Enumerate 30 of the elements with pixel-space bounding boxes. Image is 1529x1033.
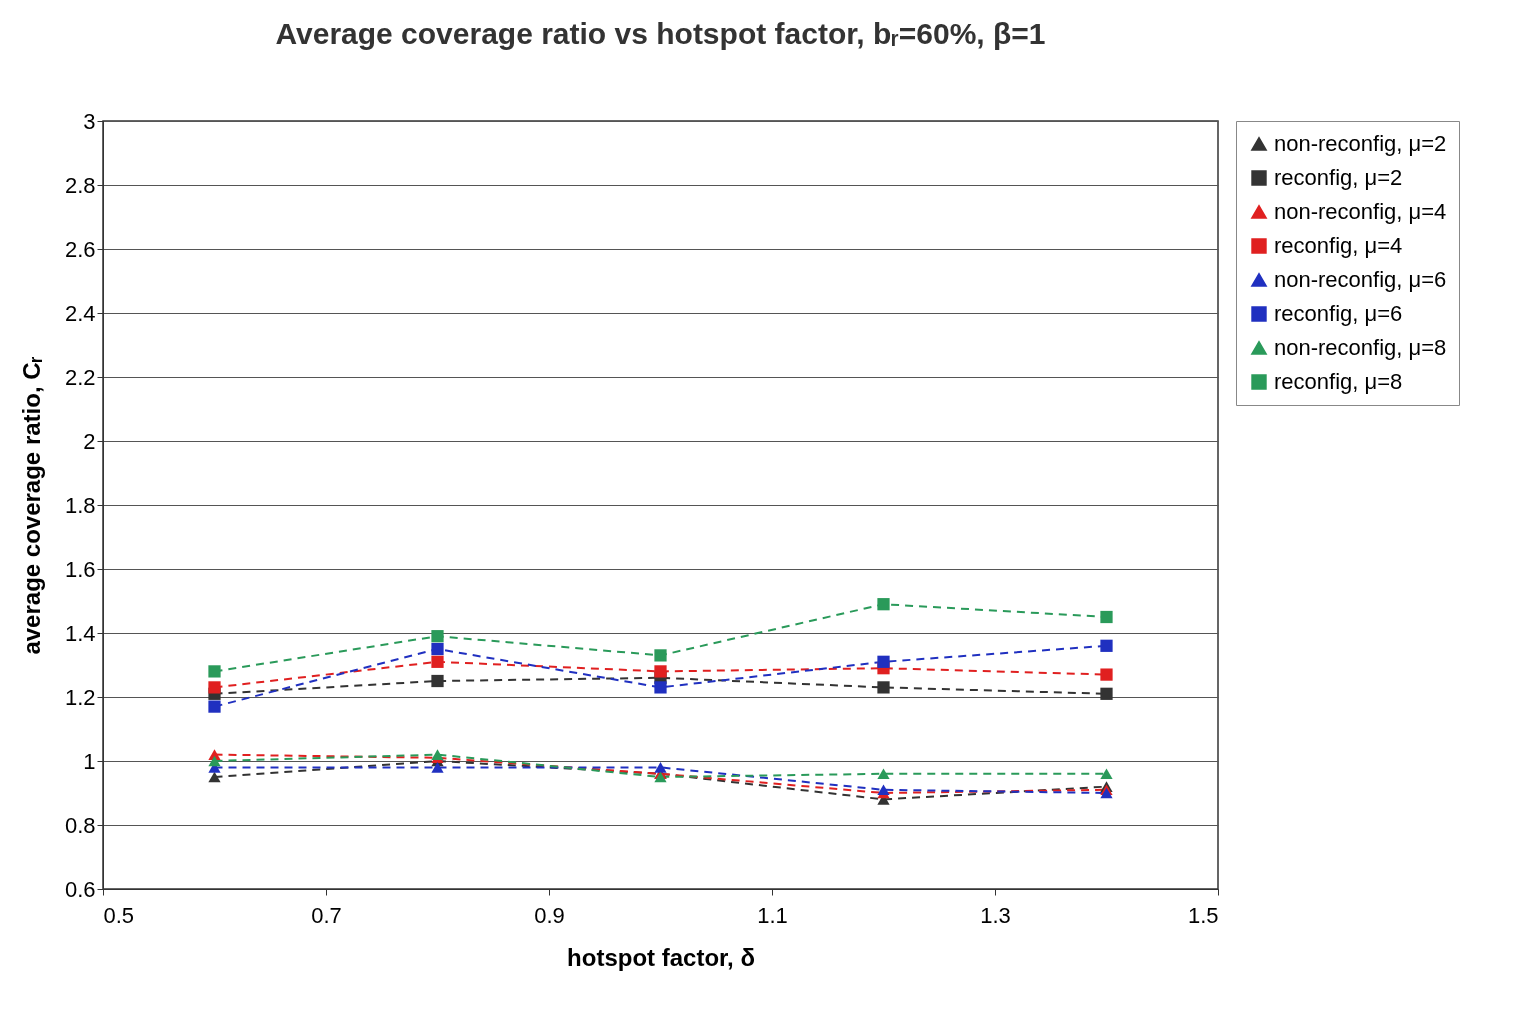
y-tick-label: 0.6	[64, 876, 96, 902]
x-tick-label: 0.5	[103, 902, 135, 928]
x-tick-label: 1.1	[757, 902, 788, 928]
y-tick-label: 2.4	[64, 300, 96, 326]
legend-label: reconfig, μ=6	[1274, 301, 1403, 326]
y-tick-label: 2.8	[64, 172, 96, 198]
y-tick-label: 1.8	[64, 492, 96, 518]
x-axis-title: hotspot factor, δ	[567, 943, 755, 971]
y-tick-label: 2.2	[64, 364, 96, 390]
legend-label: non-reconfig, μ=4	[1274, 199, 1447, 224]
x-tick-label: 1.3	[980, 902, 1011, 928]
y-tick-label: 2	[83, 428, 96, 454]
y-tick-label: 1.6	[64, 556, 96, 582]
x-tick-label: 0.7	[311, 902, 342, 928]
y-axis-title: average coverage ratio, Cᵣ	[17, 356, 45, 655]
y-tick-label: 3	[83, 108, 96, 134]
y-tick-label: 1.2	[64, 684, 96, 710]
legend-label: non-reconfig, μ=6	[1274, 267, 1447, 292]
legend-label: non-reconfig, μ=8	[1274, 335, 1447, 360]
legend-label: reconfig, μ=4	[1274, 233, 1403, 258]
y-tick-label: 1	[83, 748, 96, 774]
chart-title: Average coverage ratio vs hotspot factor, bᵣ=60%, β=1	[275, 17, 1046, 50]
legend-label: reconfig, μ=2	[1274, 165, 1403, 190]
y-tick-label: 1.4	[64, 620, 96, 646]
legend-label: non-reconfig, μ=2	[1274, 131, 1447, 156]
x-tick-label: 0.9	[534, 902, 565, 928]
y-tick-label: 0.8	[64, 812, 96, 838]
y-tick-label: 2.6	[64, 236, 96, 262]
legend-label: reconfig, μ=8	[1274, 369, 1403, 394]
x-tick-label: 1.5	[1187, 902, 1219, 928]
